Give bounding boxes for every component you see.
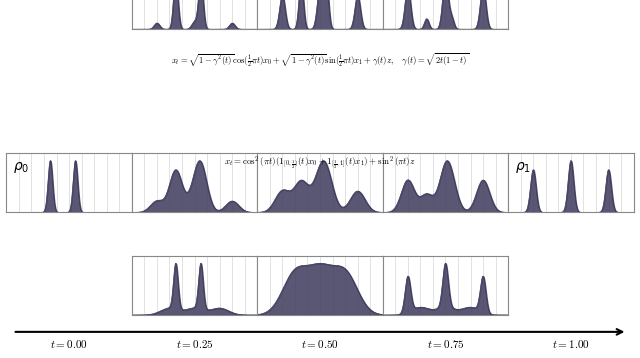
Text: $t=0.75$: $t=0.75$	[427, 338, 464, 349]
Text: $t=0.25$: $t=0.25$	[176, 338, 213, 349]
Text: $t=0.50$: $t=0.50$	[301, 338, 339, 349]
Text: $t=0.00$: $t=0.00$	[50, 338, 88, 349]
Text: $x_t = \cos^2(\pi t)(1_{[0,\frac{1}{2})}(t)x_0 + 1_{[\frac{1}{2},1]}(t)x_1) + \s: $x_t = \cos^2(\pi t)(1_{[0,\frac{1}{2})}…	[224, 155, 416, 172]
Text: $\rho_0$: $\rho_0$	[13, 160, 29, 175]
Text: $\rho_1$: $\rho_1$	[515, 160, 531, 175]
Text: $x_t = \sqrt{1-\gamma^2(t)}\cos(\frac{1}{2}\pi t)x_0 + \sqrt{1-\gamma^2(t)}\sin(: $x_t = \sqrt{1-\gamma^2(t)}\cos(\frac{1}…	[171, 52, 469, 69]
Text: $t=1.00$: $t=1.00$	[552, 338, 590, 349]
